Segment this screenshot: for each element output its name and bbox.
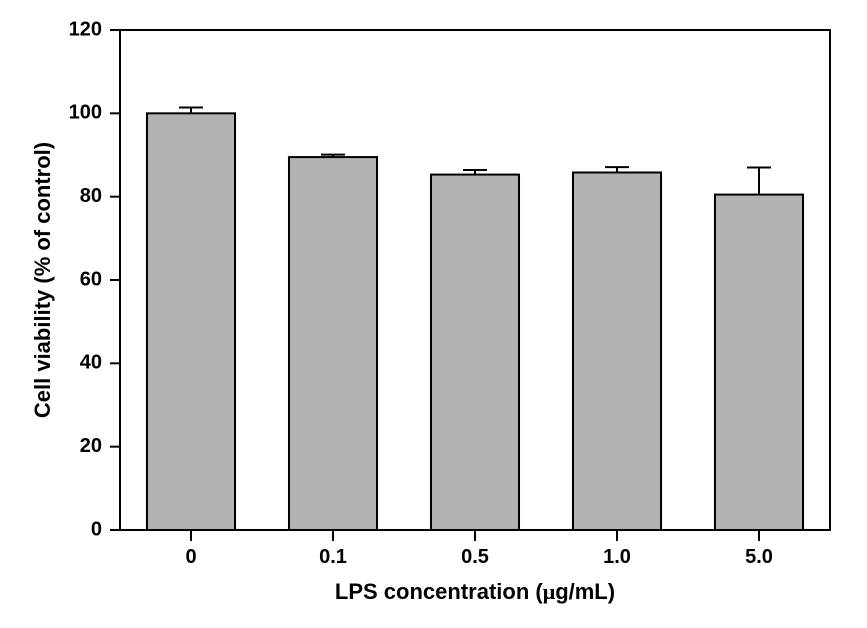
viability-bar-chart: 0 20 40 60 80 100 120 0 0.1 0.5 1.0 5.0 Cell viabili… [0,0,867,628]
x-tick-label: 5.0 [745,546,773,568]
x-tick-label: 0.5 [461,546,489,568]
bar [289,157,377,530]
y-tick-label: 0 [91,518,102,540]
x-tick-label: 0 [185,546,196,568]
y-tick-label: 120 [69,18,102,40]
x-tick-label: 0.1 [319,546,347,568]
bar [715,195,803,530]
bar [431,175,519,530]
x-axis-label: LPS concentration (μg/mL) [335,579,615,604]
y-axis-label: Cell viability (% of control) [30,142,55,418]
x-tick-label: 1.0 [603,546,631,568]
bar [147,113,235,530]
y-tick-label: 40 [80,352,102,374]
y-tick-label: 20 [80,435,102,457]
y-tick-label: 100 [69,102,102,124]
y-tick-label: 80 [80,185,102,207]
bar [573,173,661,531]
chart-svg: 0 20 40 60 80 100 120 0 0.1 0.5 1.0 5.0 Cell viabili… [0,0,867,628]
y-tick-label: 60 [80,268,102,290]
